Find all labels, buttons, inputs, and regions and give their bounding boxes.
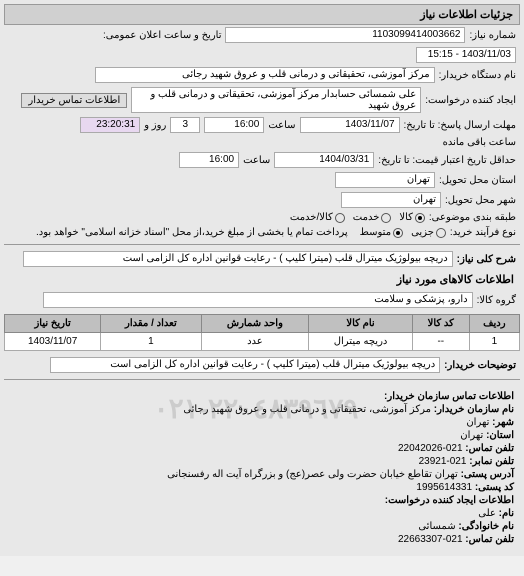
org-label: نام سازمان خریدار: xyxy=(434,404,514,415)
radio-icon xyxy=(415,213,425,223)
cphone-val: 021-22663307 xyxy=(398,534,463,545)
delivery-place-field: تهران xyxy=(335,172,435,188)
notes-field: دریچه بیولوژیک میترال قلب (میترا کلیپ ) … xyxy=(50,357,440,373)
process-radio-partial[interactable]: جزیی xyxy=(411,227,446,238)
requester-label: ایجاد کننده درخواست: xyxy=(425,95,516,106)
city-val: تهران xyxy=(466,417,489,428)
cphone-label: تلفن تماس: xyxy=(465,534,514,545)
delivery-place-label: استان محل تحویل: xyxy=(439,175,516,186)
col-date: تاریخ نیاز xyxy=(5,315,101,333)
col-name: نام کالا xyxy=(309,315,413,333)
days-label: روز و xyxy=(144,120,166,131)
delivery-city-label: شهر محل تحویل: xyxy=(445,195,516,206)
group-label: گروه کالا: xyxy=(477,295,516,306)
radio-icon xyxy=(436,228,446,238)
col-row: ردیف xyxy=(469,315,519,333)
time-remaining-label: ساعت باقی مانده xyxy=(443,137,516,148)
priority-all-label: کالا xyxy=(399,212,413,223)
post-val: 1995614331 xyxy=(416,482,472,493)
cell-code: -- xyxy=(412,333,469,351)
time-label-1: ساعت xyxy=(268,120,295,131)
time-remaining-field: 23:20:31 xyxy=(80,117,140,133)
province-val: تهران xyxy=(460,430,483,441)
validity-label: حداقل تاریخ اعتبار قیمت: تا تاریخ: xyxy=(378,155,516,166)
process-label: نوع فرآیند خرید: xyxy=(450,227,516,238)
process-medium-label: متوسط xyxy=(360,227,391,238)
contact-info-button[interactable]: اطلاعات تماس خریدار xyxy=(21,93,127,108)
radio-icon xyxy=(381,213,391,223)
priority-radio-both[interactable]: کالا/خدمت xyxy=(290,212,345,223)
name-val: علی xyxy=(478,508,496,519)
province-label: استان: xyxy=(486,430,514,441)
req-num-field: 1103099414003662 xyxy=(225,27,465,43)
priority-service-label: خدمت xyxy=(353,212,380,223)
phone-label: تلفن تماس: xyxy=(465,443,514,454)
deadline-time-field: 16:00 xyxy=(204,117,264,133)
panel-header: جزئیات اطلاعات نیاز xyxy=(4,4,520,25)
cell-qty: 1 xyxy=(101,333,201,351)
org-val: مرکز آموزشی، تحقیقاتی و درمانی قلب و عرو… xyxy=(183,404,431,415)
buyer-org-field: مرکز آموزشی، تحقیقاتی و درمانی قلب و عرو… xyxy=(95,67,435,83)
addr-val: تهران تقاطع خیابان حضرت ولی عصر(عج) و بز… xyxy=(167,469,458,480)
name-label: نام: xyxy=(499,508,514,519)
lname-label: نام خانوادگی: xyxy=(458,521,514,532)
city-label: شهر: xyxy=(492,417,514,428)
group-field: دارو، پزشکی و سلامت xyxy=(43,292,473,308)
notes-label: توضیحات خریدار: xyxy=(444,360,516,371)
cell-row: 1 xyxy=(469,333,519,351)
process-radio-medium[interactable]: متوسط xyxy=(360,227,403,238)
creator-section-title: اطلاعات ایجاد کننده درخواست: xyxy=(385,495,514,506)
requester-field: علی شمسائی حسابدار مرکز آموزشی، تحقیقاتی… xyxy=(131,87,421,113)
delivery-city-field: تهران xyxy=(341,192,441,208)
table-row[interactable]: 1 -- دریچه میترال عدد 1 1403/11/07 xyxy=(5,333,520,351)
time-label-2: ساعت xyxy=(243,155,270,166)
priority-both-label: کالا/خدمت xyxy=(290,212,333,223)
process-partial-label: جزیی xyxy=(411,227,434,238)
validity-time-field: 16:00 xyxy=(179,152,239,168)
buyer-org-label: نام دستگاه خریدار: xyxy=(439,70,516,81)
priority-label: طبقه بندی موضوعی: xyxy=(429,212,516,223)
lname-val: شمسائی xyxy=(418,521,455,532)
fax-label: تلفن نمابر: xyxy=(469,456,514,467)
col-qty: تعداد / مقدار xyxy=(101,315,201,333)
cell-unit: عدد xyxy=(201,333,309,351)
table-header-row: ردیف کد کالا نام کالا واحد شمارش تعداد /… xyxy=(5,315,520,333)
phone-val: 021-22042026 xyxy=(398,443,463,454)
announce-field: 1403/11/03 - 15:15 xyxy=(416,47,516,63)
cell-name: دریچه میترال xyxy=(309,333,413,351)
validity-date-field: 1404/03/31 xyxy=(274,152,374,168)
col-code: کد کالا xyxy=(412,315,469,333)
req-num-label: شماره نیاز: xyxy=(469,30,516,41)
days-remaining-field: 3 xyxy=(170,117,200,133)
cell-date: 1403/11/07 xyxy=(5,333,101,351)
addr-label: آدرس پستی: xyxy=(461,469,514,480)
priority-radio-all[interactable]: کالا xyxy=(399,212,425,223)
radio-icon xyxy=(335,213,345,223)
contact-section-title: اطلاعات تماس سازمان خریدار: xyxy=(384,391,514,402)
radio-icon xyxy=(393,228,403,238)
goods-table: ردیف کد کالا نام کالا واحد شمارش تعداد /… xyxy=(4,314,520,351)
desc-field: دریچه بیولوژیک میترال قلب (میترا کلیپ ) … xyxy=(23,251,453,267)
post-label: کد پستی: xyxy=(475,482,514,493)
priority-radio-service[interactable]: خدمت xyxy=(353,212,392,223)
desc-label: شرح کلی نیاز: xyxy=(457,254,516,265)
priority-radio-group: کالا خدمت کالا/خدمت xyxy=(290,212,425,223)
col-unit: واحد شمارش xyxy=(201,315,309,333)
process-note: پرداخت تمام یا بخشی از مبلغ خرید،از محل … xyxy=(36,227,348,238)
deadline-label: مهلت ارسال پاسخ: تا تاریخ: xyxy=(404,120,516,131)
announce-label: تاریخ و ساعت اعلان عمومی: xyxy=(103,30,222,41)
process-radio-group: جزیی متوسط xyxy=(360,227,446,238)
fax-val: 021-23921 xyxy=(419,456,467,467)
goods-section-title: اطلاعات کالاهای مورد نیاز xyxy=(4,269,520,290)
deadline-date-field: 1403/11/07 xyxy=(300,117,400,133)
